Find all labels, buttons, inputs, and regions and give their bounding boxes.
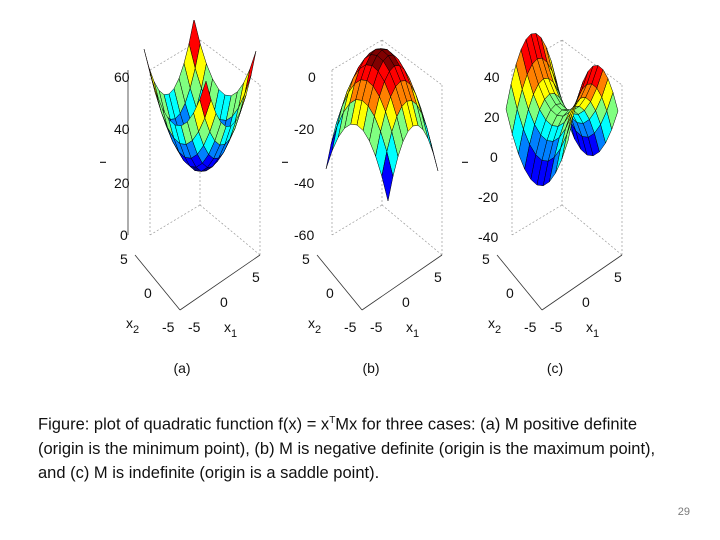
x2-tick-label: 0	[506, 285, 514, 301]
x1-tick-label: 0	[402, 294, 410, 310]
surface-patch	[325, 125, 338, 170]
x1-tick-label: 5	[252, 269, 260, 285]
z-tick-label: -20	[294, 121, 314, 137]
x1-tick-label: -5	[370, 319, 383, 335]
x1-tick-label: 0	[220, 294, 228, 310]
x1-axis-label: x1	[586, 319, 599, 340]
z-axis-label: f	[100, 160, 109, 164]
z-axis-label: f	[282, 160, 291, 164]
panel-c-label: (c)	[546, 360, 564, 376]
surface-mesh	[325, 48, 439, 202]
figure-caption: Figure: plot of quadratic function f(x) …	[38, 415, 656, 482]
x1-tick-label: 0	[582, 294, 590, 310]
x2-tick-label: -5	[162, 319, 175, 335]
x2-tick-label: 5	[120, 251, 128, 267]
z-tick-label: 0	[308, 69, 316, 85]
panel-b-plot: f 0 -20 -40 -60 5 0 -5 -5 0 5 x2 x1	[282, 39, 443, 340]
z-tick-label: -20	[478, 189, 498, 205]
surface-mesh	[143, 20, 257, 172]
x2-axis-label: x2	[308, 315, 321, 336]
surface-patch	[381, 151, 394, 202]
surface-patch	[561, 116, 574, 160]
x1-tick-label: -5	[550, 319, 563, 335]
page-number: 29	[677, 506, 690, 518]
x1-tick-label: 5	[614, 269, 622, 285]
z-tick-label: 0	[120, 227, 128, 243]
surface-patch	[199, 80, 212, 119]
panel-a-label: (a)	[173, 360, 191, 376]
x1-axis-label: x1	[224, 319, 237, 340]
x2-tick-label: 0	[326, 285, 334, 301]
z-tick-label: 20	[484, 109, 500, 125]
surface-patch	[244, 50, 257, 95]
x2-axis-label: x2	[126, 315, 139, 336]
z-tick-label: -40	[294, 175, 314, 191]
surface-mesh	[505, 32, 619, 187]
z-tick-label: 20	[114, 175, 130, 191]
x1-tick-label: -5	[188, 319, 201, 335]
z-tick-label: 40	[484, 69, 500, 85]
x1-axis-label: x1	[406, 319, 419, 340]
panel-a-plot: f 60 40 20 0 5 0 -5 -5 0 5 x2 x1	[100, 20, 261, 340]
x2-tick-label: -5	[344, 319, 357, 335]
z-tick-label: 0	[490, 149, 498, 165]
z-tick-label: -60	[294, 227, 314, 243]
x2-tick-label: 5	[482, 251, 490, 267]
z-tick-label: -40	[478, 229, 498, 245]
figure-panels: f 60 40 20 0 5 0 -5 -5 0 5 x2 x1	[100, 20, 640, 350]
z-axis-label: f	[462, 160, 471, 164]
x2-axis-label: x2	[488, 315, 501, 336]
x2-tick-label: 5	[302, 251, 310, 267]
panel-b-label: (b)	[362, 360, 380, 376]
z-tick-label: 60	[114, 69, 130, 85]
x1-tick-label: 5	[434, 269, 442, 285]
panel-c-plot: f 40 20 0 -20 -40 5 0 -5 -5 0 5 x2 x1	[462, 32, 623, 340]
x2-tick-label: 0	[144, 285, 152, 301]
x2-tick-label: -5	[524, 319, 537, 335]
z-tick-label: 40	[114, 121, 130, 137]
